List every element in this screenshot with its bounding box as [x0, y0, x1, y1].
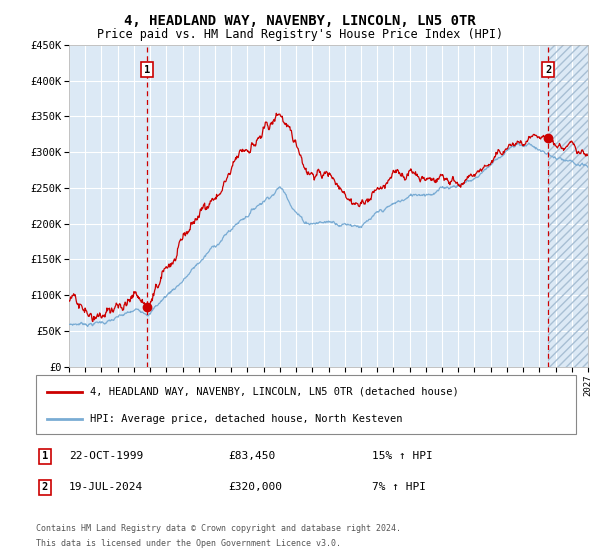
- Text: Price paid vs. HM Land Registry's House Price Index (HPI): Price paid vs. HM Land Registry's House …: [97, 28, 503, 41]
- Text: £83,450: £83,450: [228, 451, 275, 461]
- Text: 2: 2: [545, 65, 551, 75]
- Text: 2: 2: [42, 482, 48, 492]
- Text: 1: 1: [144, 65, 150, 75]
- Text: 1: 1: [42, 451, 48, 461]
- Text: 4, HEADLAND WAY, NAVENBY, LINCOLN, LN5 0TR: 4, HEADLAND WAY, NAVENBY, LINCOLN, LN5 0…: [124, 14, 476, 28]
- Text: 7% ↑ HPI: 7% ↑ HPI: [372, 482, 426, 492]
- Bar: [548, 45, 588, 367]
- Text: This data is licensed under the Open Government Licence v3.0.: This data is licensed under the Open Gov…: [36, 539, 341, 548]
- FancyBboxPatch shape: [36, 375, 576, 434]
- Text: Contains HM Land Registry data © Crown copyright and database right 2024.: Contains HM Land Registry data © Crown c…: [36, 524, 401, 533]
- Text: £320,000: £320,000: [228, 482, 282, 492]
- Text: 15% ↑ HPI: 15% ↑ HPI: [372, 451, 433, 461]
- Text: HPI: Average price, detached house, North Kesteven: HPI: Average price, detached house, Nort…: [90, 414, 403, 424]
- Text: 4, HEADLAND WAY, NAVENBY, LINCOLN, LN5 0TR (detached house): 4, HEADLAND WAY, NAVENBY, LINCOLN, LN5 0…: [90, 386, 459, 396]
- Text: 19-JUL-2024: 19-JUL-2024: [69, 482, 143, 492]
- Bar: [548, 45, 588, 367]
- Text: 22-OCT-1999: 22-OCT-1999: [69, 451, 143, 461]
